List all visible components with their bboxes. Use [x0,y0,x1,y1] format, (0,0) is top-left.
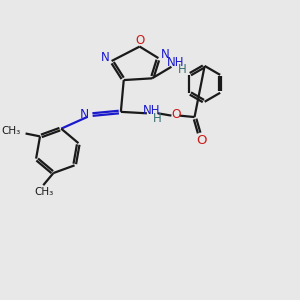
Text: NH: NH [143,104,161,117]
Text: O: O [135,34,144,47]
Text: H: H [178,63,187,76]
Text: N: N [101,51,110,64]
Text: O: O [172,108,182,121]
Text: NH: NH [167,56,184,69]
Text: H: H [153,112,161,125]
Text: N: N [80,108,89,121]
Text: CH₃: CH₃ [1,126,20,136]
Text: N: N [160,48,169,61]
Text: CH₃: CH₃ [34,187,53,196]
Text: O: O [196,134,206,147]
